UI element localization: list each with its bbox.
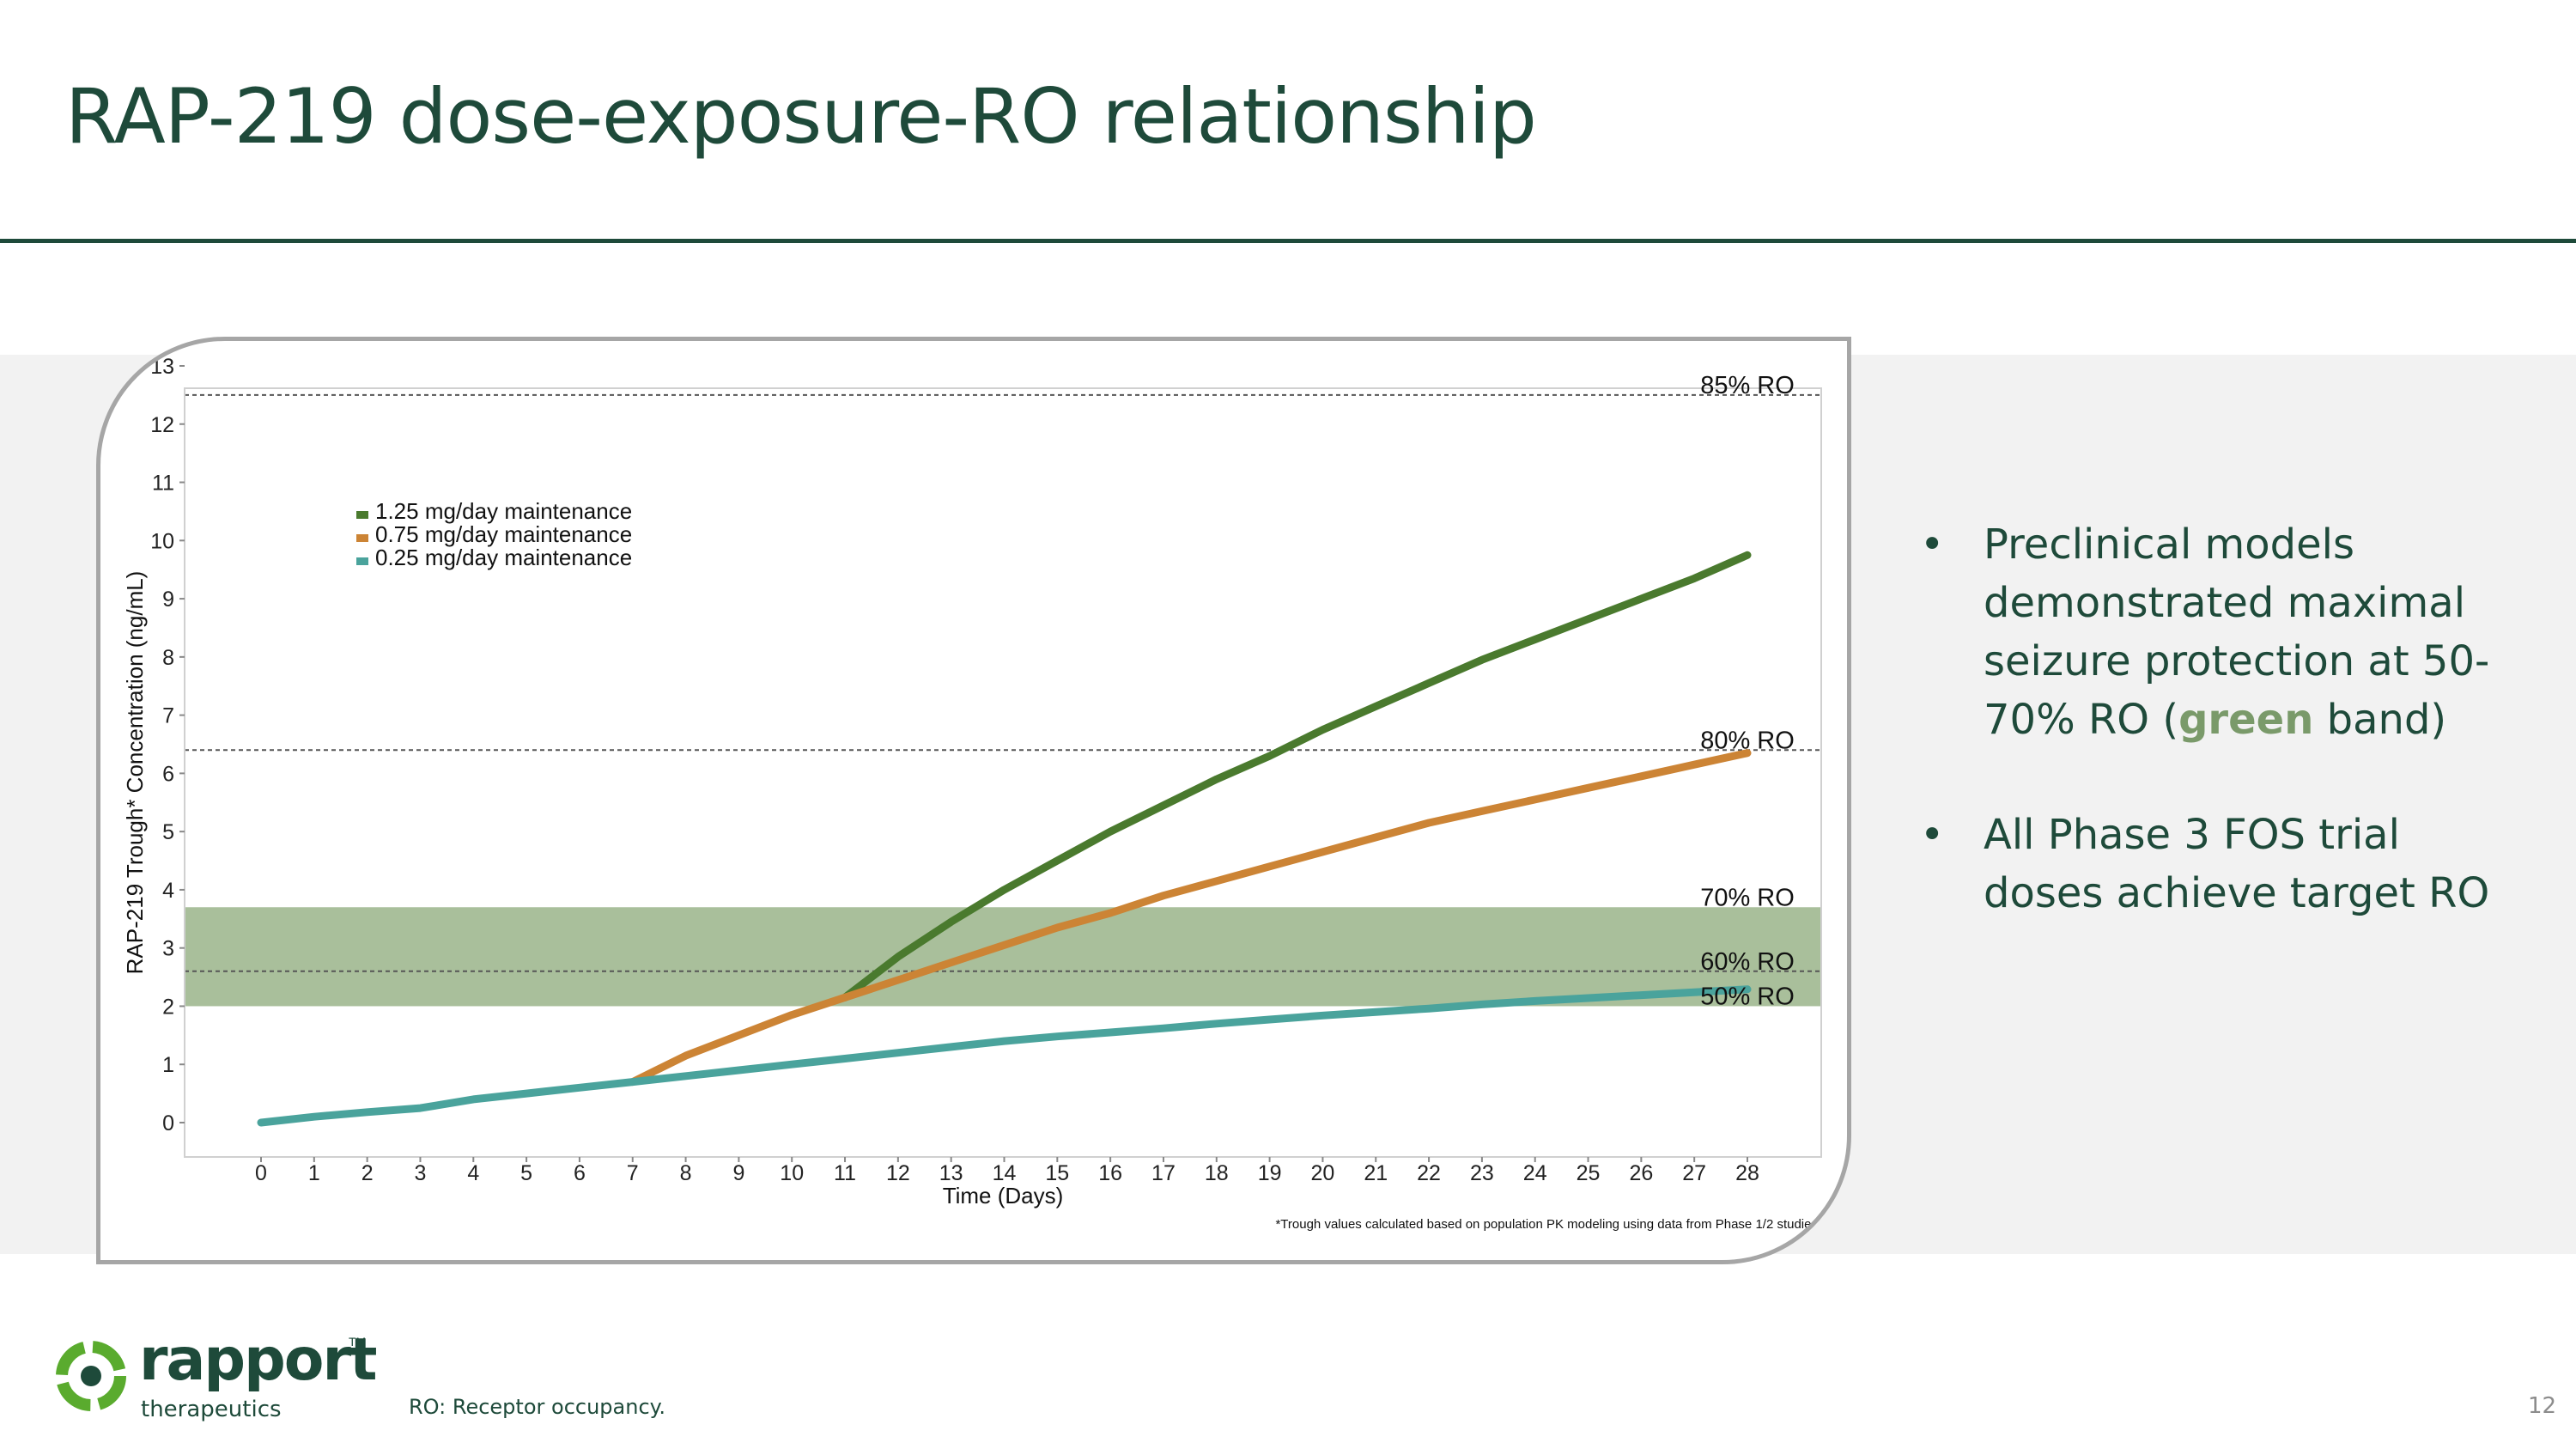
y-tick-label: 13 bbox=[150, 355, 174, 379]
y-tick-label: 7 bbox=[162, 704, 174, 728]
x-tick-label: 4 bbox=[467, 1161, 479, 1185]
legend-swatch bbox=[356, 534, 368, 542]
logo-trademark: TM bbox=[349, 1335, 367, 1349]
y-axis-title: RAP-219 Trough* Concentration (ng/mL) bbox=[122, 571, 148, 975]
logo-mark-icon bbox=[56, 1341, 126, 1411]
x-tick-label: 5 bbox=[520, 1161, 532, 1185]
x-tick-label: 26 bbox=[1629, 1161, 1653, 1185]
y-tick-label: 3 bbox=[162, 937, 174, 961]
slide-footnote: RO: Receptor occupancy. bbox=[409, 1395, 666, 1419]
ro-threshold-label: 85% RO bbox=[1700, 372, 1795, 399]
x-tick-label: 14 bbox=[993, 1161, 1017, 1185]
series-line bbox=[629, 749, 1752, 1087]
bullet-glyph: • bbox=[1920, 521, 1945, 569]
ro-threshold-label: 50% RO bbox=[1700, 983, 1795, 1010]
x-tick-label: 24 bbox=[1523, 1161, 1547, 1185]
rapport-logo: rapport TM therapeutics bbox=[50, 1326, 378, 1428]
x-tick-label: 10 bbox=[780, 1161, 804, 1185]
y-tick-label: 1 bbox=[162, 1053, 174, 1077]
y-tick-label: 2 bbox=[162, 995, 174, 1019]
x-tick-label: 15 bbox=[1045, 1161, 1069, 1185]
logo-wordmark: rapport bbox=[139, 1326, 378, 1394]
x-tick-label: 28 bbox=[1735, 1161, 1759, 1185]
x-tick-label: 25 bbox=[1577, 1161, 1601, 1185]
series-line bbox=[257, 985, 1752, 1127]
x-tick-label: 20 bbox=[1311, 1161, 1335, 1185]
x-tick-label: 8 bbox=[680, 1161, 692, 1185]
chart: 0 1 2 3 4 5 6 7 8 9 10 11 12 13 14 15 16 17 18 19 20 21 22 23 24… bbox=[122, 355, 1822, 1232]
bullet-item-seizure-protection: • Preclinical models demonstrated maxima… bbox=[1920, 515, 2521, 749]
legend-swatch bbox=[356, 557, 368, 565]
x-tick-label: 7 bbox=[627, 1161, 639, 1185]
series-line bbox=[841, 551, 1752, 1002]
bullet-text-part: All Phase 3 FOS trial doses achieve targ… bbox=[1984, 811, 2490, 917]
legend-swatch bbox=[356, 511, 368, 519]
legend-label: 0.25 mg/day maintenance bbox=[375, 545, 632, 570]
x-tick-label: 22 bbox=[1417, 1161, 1441, 1185]
bullet-text-part: band) bbox=[2313, 696, 2447, 744]
y-tick-label: 11 bbox=[152, 472, 174, 496]
x-tick-label: 0 bbox=[255, 1161, 267, 1185]
y-tick-label: 8 bbox=[162, 646, 174, 670]
x-tick-label: 12 bbox=[886, 1161, 910, 1185]
y-tick-label: 4 bbox=[162, 879, 174, 903]
logo-tagline: therapeutics bbox=[141, 1397, 282, 1422]
bullet-glyph: • bbox=[1920, 811, 1945, 859]
y-tick-label: 5 bbox=[162, 820, 174, 844]
x-tick-label: 17 bbox=[1151, 1161, 1176, 1185]
ro-threshold-label: 80% RO bbox=[1700, 727, 1795, 754]
target-ro-band bbox=[185, 907, 1821, 1007]
y-tick-label: 6 bbox=[162, 762, 174, 786]
x-tick-label: 3 bbox=[415, 1161, 427, 1185]
x-tick-label: 2 bbox=[361, 1161, 374, 1185]
chart-footnote: *Trough values calculated based on popul… bbox=[1275, 1217, 1818, 1232]
y-tick-label: 0 bbox=[162, 1111, 174, 1135]
y-tick-label: 9 bbox=[162, 588, 174, 612]
bullet-text-part: Preclinical models demonstrated maximal … bbox=[1984, 521, 2490, 744]
x-tick-label: 18 bbox=[1205, 1161, 1229, 1185]
x-tick-label: 27 bbox=[1682, 1161, 1706, 1185]
x-tick-label: 9 bbox=[732, 1161, 744, 1185]
x-tick-label: 16 bbox=[1098, 1161, 1122, 1185]
x-tick-label: 6 bbox=[574, 1161, 586, 1185]
y-tick-label: 12 bbox=[150, 413, 174, 437]
x-tick-label: 19 bbox=[1258, 1161, 1282, 1185]
y-tick-label: 10 bbox=[150, 529, 174, 553]
ro-threshold-label: 70% RO bbox=[1700, 884, 1795, 911]
legend-label: 1.25 mg/day maintenance bbox=[375, 498, 632, 524]
x-tick-label: 13 bbox=[939, 1161, 963, 1185]
x-tick-label: 1 bbox=[308, 1161, 320, 1185]
x-axis-title: Time (Days) bbox=[943, 1183, 1064, 1209]
bullet-list: • Preclinical models demonstrated maxima… bbox=[1920, 515, 2521, 979]
x-tick-label: 21 bbox=[1364, 1161, 1388, 1185]
slide-title: RAP-219 dose-exposure-RO relationship bbox=[65, 72, 1537, 161]
title-divider bbox=[0, 239, 2576, 243]
chart-card: 0 1 2 3 4 5 6 7 8 9 10 11 12 13 14 15 16 17 18 19 20 21 22 23 24… bbox=[96, 337, 1851, 1264]
legend-label: 0.75 mg/day maintenance bbox=[375, 521, 632, 547]
bullet-item-target-ro: • All Phase 3 FOS trial doses achieve ta… bbox=[1920, 806, 2521, 922]
x-tick-label: 23 bbox=[1470, 1161, 1494, 1185]
ro-threshold-label: 60% RO bbox=[1700, 948, 1795, 976]
bullet-text-green-word: green bbox=[2178, 696, 2314, 744]
x-tick-label: 11 bbox=[834, 1161, 856, 1185]
page-number: 12 bbox=[2528, 1393, 2557, 1419]
